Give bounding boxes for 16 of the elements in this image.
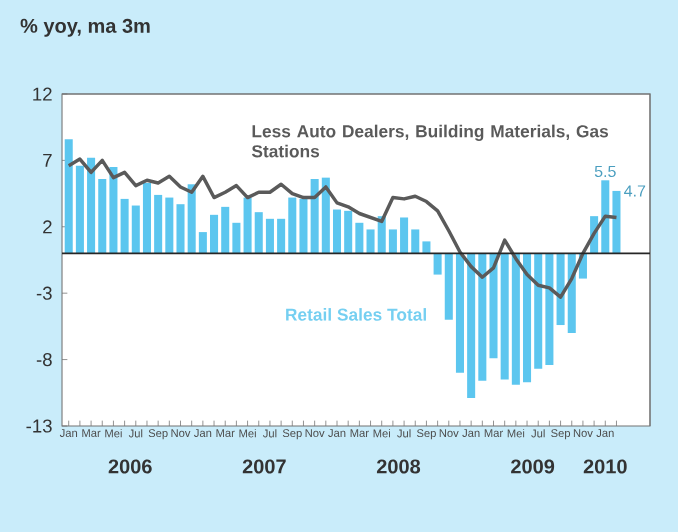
- y-tick-label: 12: [33, 87, 52, 101]
- data-label: 5.5: [594, 165, 616, 178]
- text: 2009: [511, 459, 555, 474]
- text: 2006: [108, 459, 152, 474]
- data-label: 4.7: [624, 185, 646, 197]
- chart-title: % yoy, ma 3m: [20, 18, 150, 37]
- y-tick-label: 2: [43, 220, 52, 234]
- y-tick-label: -13: [26, 419, 52, 433]
- series-label: Less Auto Dealers, Building Materials, Gas Stations: [251, 124, 609, 158]
- series-label: Retail Sales Total: [286, 308, 426, 321]
- y-tick-label: 7: [43, 153, 52, 167]
- y-tick-label: -3: [36, 286, 52, 300]
- text: 2008: [376, 459, 421, 474]
- text: 2010: [583, 459, 627, 474]
- y-tick-label: -8: [36, 352, 52, 367]
- text: 2007: [242, 459, 286, 474]
